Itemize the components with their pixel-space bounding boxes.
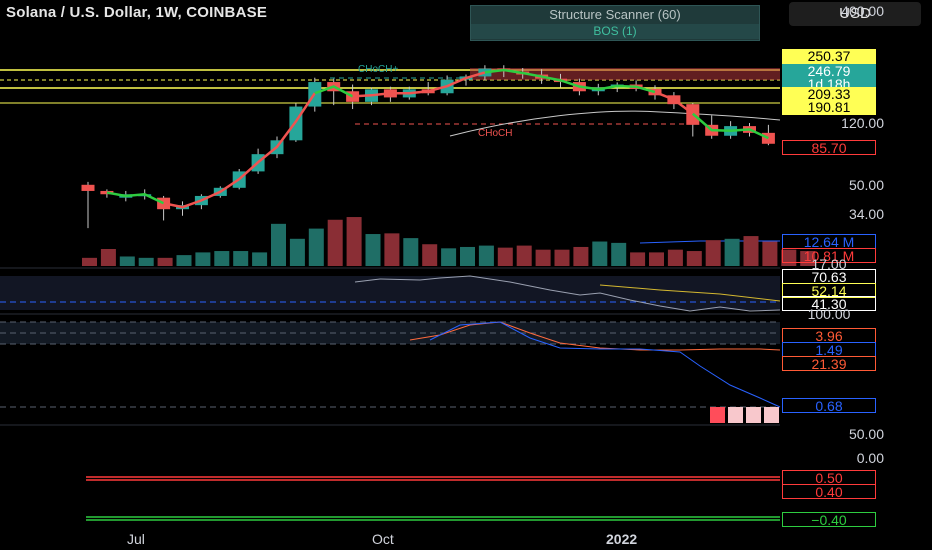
osc-axis-50: 50.00 <box>848 426 884 442</box>
price-label-209[interactable]: 209.33 <box>782 87 876 102</box>
trend-line <box>163 92 316 209</box>
price-axis-120: 120.00 <box>841 115 884 131</box>
structure-scanner-panel[interactable]: Structure Scanner (60) BOS (1) <box>470 5 760 41</box>
candle[interactable] <box>157 195 171 221</box>
candle[interactable] <box>327 78 341 106</box>
volume-bar[interactable] <box>441 248 457 266</box>
volume-bar[interactable] <box>592 241 608 266</box>
moving-average-line <box>449 110 781 137</box>
trend-line <box>654 90 694 115</box>
volume-bar[interactable] <box>762 241 778 266</box>
volume-bar[interactable] <box>138 257 154 266</box>
price-label-246[interactable]: 246.79 <box>782 64 876 79</box>
volume-bar[interactable] <box>365 234 381 266</box>
stoch-label-signal[interactable]: 21.39 <box>782 356 876 372</box>
volume-bar[interactable] <box>214 251 230 266</box>
volume-bar[interactable] <box>157 257 173 266</box>
volume-bar[interactable] <box>233 251 249 266</box>
volume-bar[interactable] <box>478 245 494 266</box>
volume-bar[interactable] <box>100 249 116 266</box>
scanner-title: Structure Scanner (60) <box>549 7 681 22</box>
volume-bar[interactable] <box>289 238 305 266</box>
trend-line <box>314 85 354 98</box>
volume-bar[interactable] <box>705 240 721 266</box>
volume-bar[interactable] <box>252 252 268 266</box>
stoch-label-k[interactable]: 3.96 <box>782 328 876 344</box>
stoch-label-d[interactable]: 1.49 <box>782 342 876 358</box>
volume-bar[interactable] <box>724 238 740 266</box>
volume-bar[interactable] <box>781 249 797 266</box>
bottom-label-040[interactable]: 0.40 <box>782 484 876 500</box>
choch-label: CHoCH <box>478 128 513 139</box>
stoch-k-line <box>409 321 781 351</box>
x-axis-oct: Oct <box>372 531 394 547</box>
trend-line <box>352 71 486 98</box>
volume-bar[interactable] <box>384 233 400 266</box>
rsi-label-ma[interactable]: 52.14 <box>782 283 876 299</box>
trend-line <box>484 68 656 94</box>
volume-bar[interactable] <box>743 236 759 266</box>
rsi-ma-line <box>599 284 781 302</box>
volume-bar[interactable] <box>308 228 324 266</box>
candle[interactable] <box>761 124 775 146</box>
candle[interactable] <box>81 181 95 229</box>
x-axis-jul: Jul <box>127 531 145 547</box>
volume-bar[interactable] <box>686 251 702 266</box>
candle-body <box>761 132 775 144</box>
stoch-d-line <box>429 321 781 408</box>
candle-body <box>81 184 95 191</box>
candle[interactable] <box>176 201 189 216</box>
scanner-status: BOS (1) <box>471 24 759 39</box>
price-label-250[interactable]: 250.37 <box>782 49 876 64</box>
volume-label-current[interactable]: 10.81 M <box>782 248 876 264</box>
volume-axis-label: 17.00 <box>811 259 847 269</box>
rsi-label-value[interactable]: 41.30 <box>782 296 876 312</box>
currency-selector[interactable]: USD <box>789 2 921 26</box>
trend-line <box>106 191 165 205</box>
volume-bar[interactable] <box>346 217 362 266</box>
osc-axis-0: 0.00 <box>856 450 884 466</box>
price-label-last[interactable]: 85.70 <box>782 140 876 156</box>
bottom-label-neg040[interactable]: −0.40 <box>782 512 876 528</box>
volume-bar[interactable] <box>327 219 343 266</box>
volume-bar[interactable] <box>460 246 475 266</box>
volume-bar[interactable] <box>667 249 683 266</box>
bottom-label-050[interactable]: 0.50 <box>782 470 876 486</box>
candle[interactable] <box>346 84 360 110</box>
volume-bar[interactable] <box>554 249 570 266</box>
volume-bar[interactable] <box>119 256 135 266</box>
volume-bar[interactable] <box>403 238 419 266</box>
x-axis-2022: 2022 <box>606 531 638 547</box>
volume-bar[interactable] <box>176 255 192 266</box>
stoch-label-value[interactable]: 0.68 <box>782 398 876 414</box>
stoch-histogram <box>710 407 779 423</box>
choch-plus-label: CHoCH+ <box>358 64 399 75</box>
rsi-axis-100: 100.00 <box>807 306 851 322</box>
volume-bar[interactable] <box>497 247 513 266</box>
volume-bar[interactable] <box>535 249 551 266</box>
volume-bar[interactable] <box>271 223 286 266</box>
volume-bar[interactable] <box>82 257 97 266</box>
rsi-label-upper[interactable]: 70.63 <box>782 269 876 285</box>
price-axis-34: 34.00 <box>848 206 884 222</box>
price-axis-400: 400.00 <box>841 3 884 19</box>
volume-bar[interactable] <box>630 252 646 266</box>
volume-bar[interactable] <box>573 246 589 266</box>
volume-bar[interactable] <box>611 242 627 266</box>
volume-bar[interactable] <box>195 252 211 266</box>
volume-bar[interactable] <box>649 252 664 266</box>
chart-title[interactable]: Solana / U.S. Dollar, 1W, COINBASE <box>6 4 268 21</box>
volume-bar[interactable] <box>422 244 438 266</box>
candle-body <box>346 91 360 102</box>
price-label-190[interactable]: 190.81 <box>782 100 876 115</box>
rsi-line <box>354 275 781 312</box>
trend-line <box>691 112 769 140</box>
rsi-band <box>0 276 780 310</box>
price-axis-50: 50.00 <box>848 177 884 193</box>
volume-label-ma[interactable]: 12.64 M <box>782 234 876 250</box>
candle[interactable] <box>686 103 700 137</box>
volume-bar[interactable] <box>516 245 532 266</box>
